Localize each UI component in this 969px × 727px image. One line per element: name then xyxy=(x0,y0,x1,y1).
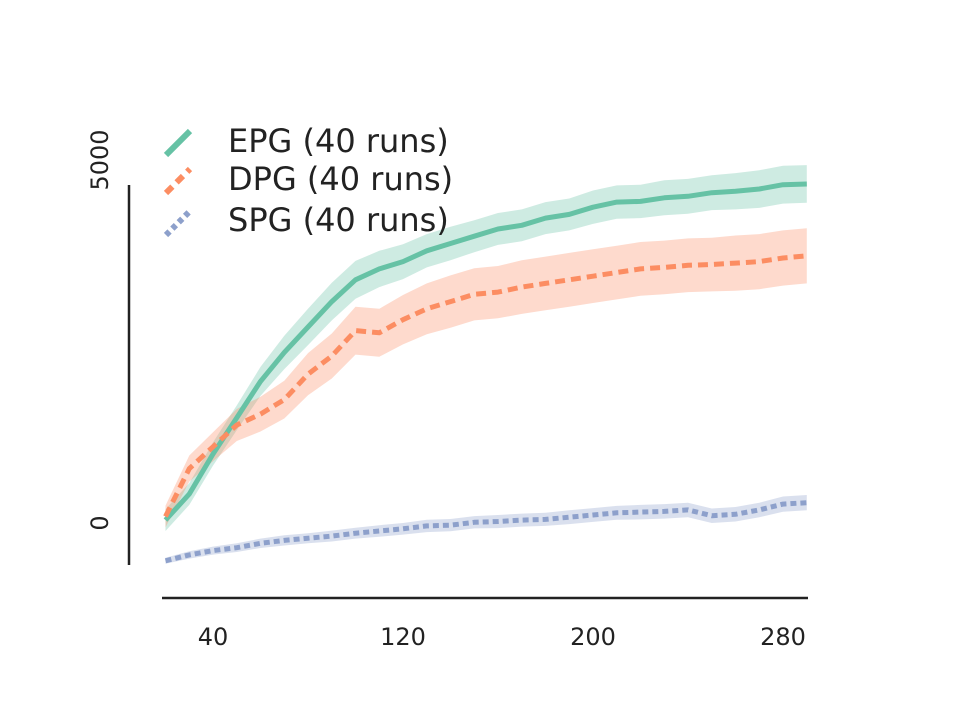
band-epg xyxy=(165,165,807,531)
series-line-spg xyxy=(164,500,807,564)
y-tick-label-5000: 5000 xyxy=(86,129,114,190)
legend-label-spg: SPG (40 runs) xyxy=(228,201,449,239)
x-tick-label-120: 120 xyxy=(380,623,426,651)
x-tick-label-280: 280 xyxy=(760,623,806,651)
x-tick-label-40: 40 xyxy=(198,623,229,651)
series-line-epg xyxy=(163,181,807,522)
series-lines xyxy=(163,181,808,564)
legend: EPG (40 runs) DPG (40 runs) SPG (40 runs… xyxy=(163,122,453,239)
y-tick-label-0: 0 xyxy=(86,515,114,530)
legend-swatch-epg xyxy=(163,128,193,158)
legend-swatch-spg xyxy=(163,208,193,238)
legend-swatch-dpg xyxy=(163,166,193,196)
legend-label-epg: EPG (40 runs) xyxy=(228,122,449,160)
x-tick-label-200: 200 xyxy=(570,623,616,651)
band-dpg xyxy=(165,228,807,528)
legend-label-dpg: DPG (40 runs) xyxy=(228,160,453,198)
series-line-dpg xyxy=(163,253,808,518)
